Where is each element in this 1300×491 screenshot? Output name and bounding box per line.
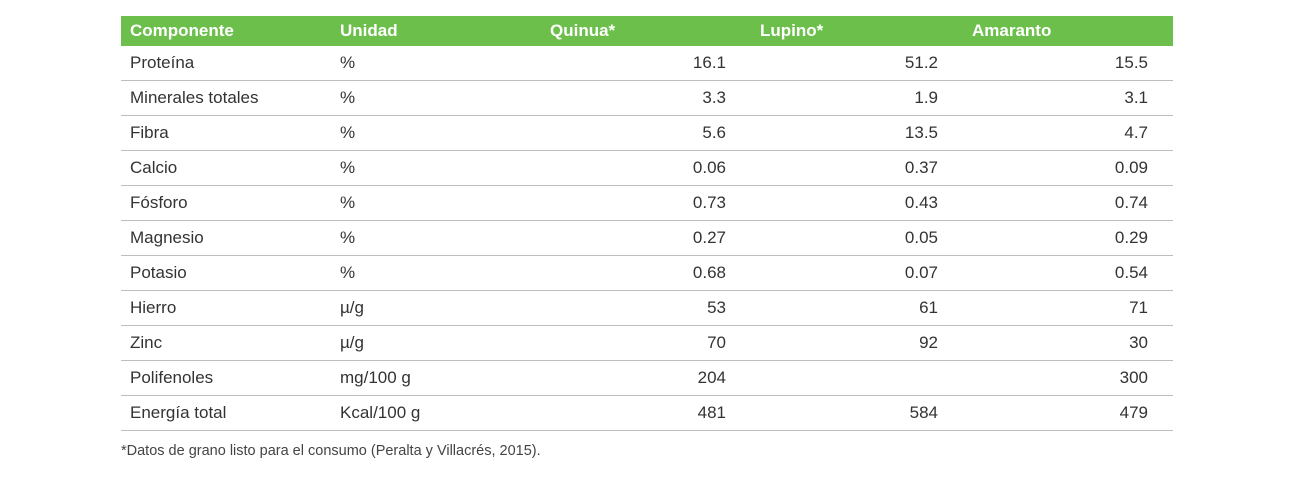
- value-cell: 53: [541, 290, 751, 326]
- table-row: Energía total Kcal/100 g 481 584 479: [121, 395, 1173, 431]
- table-row: Fósforo% 0.73 0.43 0.74: [121, 185, 1173, 221]
- text-cell: %: [331, 80, 541, 116]
- table-row: Potasio% 0.68 0.07 0.54: [121, 255, 1173, 291]
- header-row: Componente Unidad Quinua* Lupino* Amaranto: [121, 16, 1173, 46]
- text-cell: Minerales totales: [121, 80, 331, 116]
- value-cell: 3.3: [541, 80, 751, 116]
- text-cell: Hierro: [121, 290, 331, 326]
- header-cell: Amaranto: [963, 16, 1173, 46]
- value-cell: 16.1: [541, 46, 751, 81]
- table-body: Proteína% 16.1 51.2 15.5 Minerales totales% 3…: [121, 46, 1173, 431]
- table-row: Magnesio% 0.27 0.05 0.29: [121, 220, 1173, 256]
- value-cell: 584: [751, 395, 963, 431]
- value-cell: 5.6: [541, 115, 751, 151]
- text-cell: µ/g: [331, 325, 541, 361]
- table-row: Zinc µ/g 70 92 30: [121, 325, 1173, 361]
- value-cell: 0.09: [963, 150, 1173, 186]
- table-row: Polifenoles mg/100 g 204 300: [121, 360, 1173, 396]
- footnote: *Datos de grano listo para el consumo (P…: [121, 443, 541, 459]
- value-cell: 0.05: [751, 220, 963, 256]
- value-cell: 0.37: [751, 150, 963, 186]
- text-cell: Fósforo: [121, 185, 331, 221]
- table-row: Fibra% 5.6 13.5 4.7: [121, 115, 1173, 151]
- text-cell: Polifenoles: [121, 360, 331, 396]
- text-cell: Energía total: [121, 395, 331, 431]
- header-cell: Unidad: [331, 16, 541, 46]
- text-cell: %: [331, 255, 541, 291]
- text-cell: mg/100 g: [331, 360, 541, 396]
- value-cell: 0.54: [963, 255, 1173, 291]
- value-cell: 481: [541, 395, 751, 431]
- text-cell: %: [331, 150, 541, 186]
- value-cell: 61: [751, 290, 963, 326]
- value-cell: 300: [963, 360, 1173, 396]
- value-cell: 30: [963, 325, 1173, 361]
- text-cell: Calcio: [121, 150, 331, 186]
- text-cell: Fibra: [121, 115, 331, 151]
- value-cell: 0.43: [751, 185, 963, 221]
- value-cell: [751, 360, 963, 396]
- value-cell: 4.7: [963, 115, 1173, 151]
- text-cell: Zinc: [121, 325, 331, 361]
- value-cell: 0.07: [751, 255, 963, 291]
- value-cell: 71: [963, 290, 1173, 326]
- text-cell: %: [331, 220, 541, 256]
- value-cell: 0.74: [963, 185, 1173, 221]
- value-cell: 0.29: [963, 220, 1173, 256]
- table-row: Proteína% 16.1 51.2 15.5: [121, 46, 1173, 81]
- text-cell: Potasio: [121, 255, 331, 291]
- value-cell: 479: [963, 395, 1173, 431]
- text-cell: Proteína: [121, 46, 331, 81]
- text-cell: %: [331, 115, 541, 151]
- text-cell: Magnesio: [121, 220, 331, 256]
- table-row: Minerales totales% 3.3 1.9 3.1: [121, 80, 1173, 116]
- value-cell: 0.73: [541, 185, 751, 221]
- nutrition-table: Componente Unidad Quinua* Lupino* Amaranto P…: [121, 16, 1173, 431]
- header-cell: Lupino*: [751, 16, 963, 46]
- value-cell: 3.1: [963, 80, 1173, 116]
- header-cell: Quinua*: [541, 16, 751, 46]
- text-cell: Kcal/100 g: [331, 395, 541, 431]
- table-row: Hierro µ/g 53 61 71: [121, 290, 1173, 326]
- header-cell: Componente: [121, 16, 331, 46]
- text-cell: %: [331, 46, 541, 81]
- value-cell: 0.27: [541, 220, 751, 256]
- table-row: Calcio% 0.06 0.37 0.09: [121, 150, 1173, 186]
- value-cell: 13.5: [751, 115, 963, 151]
- value-cell: 1.9: [751, 80, 963, 116]
- value-cell: 0.68: [541, 255, 751, 291]
- value-cell: 15.5: [963, 46, 1173, 81]
- value-cell: 0.06: [541, 150, 751, 186]
- text-cell: µ/g: [331, 290, 541, 326]
- text-cell: %: [331, 185, 541, 221]
- value-cell: 204: [541, 360, 751, 396]
- value-cell: 70: [541, 325, 751, 361]
- value-cell: 92: [751, 325, 963, 361]
- value-cell: 51.2: [751, 46, 963, 81]
